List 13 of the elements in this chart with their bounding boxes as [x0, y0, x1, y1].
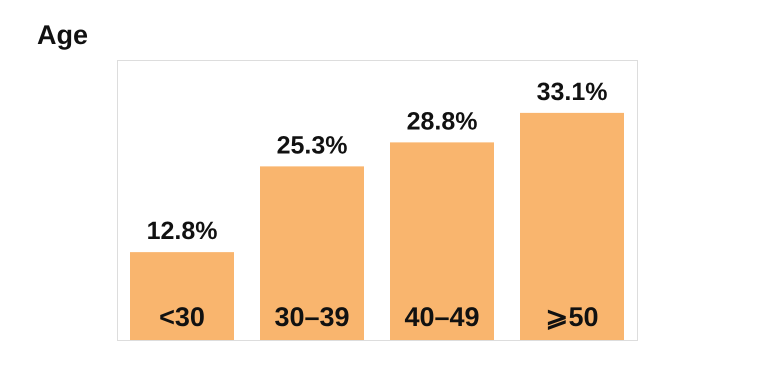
bar [260, 166, 364, 340]
x-tick-label: ⩾50 [545, 302, 599, 332]
bar [390, 142, 494, 340]
chart-title: Age [37, 20, 88, 50]
data-label: 25.3% [276, 131, 348, 160]
data-label: 33.1% [536, 78, 608, 106]
x-tick-label: 30–39 [274, 302, 350, 332]
data-label: 28.8% [406, 107, 478, 136]
bar [130, 252, 234, 340]
x-tick-label: <30 [159, 302, 205, 332]
data-label: 12.8% [146, 217, 218, 246]
x-tick-label: 40–49 [404, 302, 480, 332]
bar [520, 112, 624, 340]
